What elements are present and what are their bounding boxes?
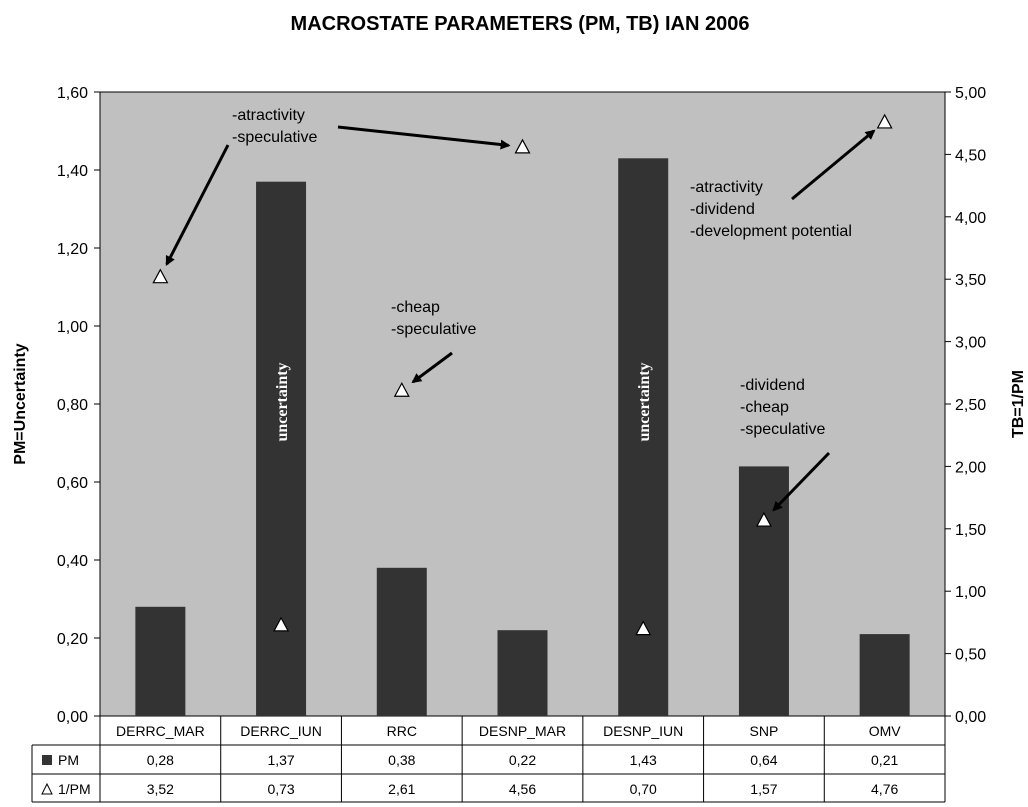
annotation-text: -cheap	[740, 399, 789, 416]
marker-omv	[876, 113, 893, 129]
marker-desnp_iun	[635, 620, 652, 636]
table-value-inverse-pm: 4,56	[509, 781, 536, 797]
marker-derrc_mar	[152, 268, 169, 284]
annotation-text: -speculative	[391, 321, 476, 338]
left-tick-label: 0,40	[57, 553, 88, 570]
right-tick-label: 2,50	[955, 397, 986, 414]
table-value-inverse-pm: 2,61	[388, 781, 415, 797]
table-value-inverse-pm: 4,76	[871, 781, 898, 797]
table-value-pm: 1,43	[630, 752, 657, 768]
left-tick-label: 0,80	[57, 397, 88, 414]
right-tick-label: 3,50	[955, 272, 986, 289]
right-tick-label: 0,50	[955, 647, 986, 664]
right-tick-label: 3,00	[955, 335, 986, 352]
annotation-text: -development potential	[690, 223, 852, 240]
left-tick-label: 0,00	[57, 709, 88, 726]
left-tick-label: 1,40	[57, 163, 88, 180]
left-tick-label: 0,60	[57, 475, 88, 492]
left-axis-title: PM=Uncertainty	[12, 343, 29, 464]
left-tick-label: 0,20	[57, 631, 88, 648]
table-value-inverse-pm: 3,52	[147, 781, 174, 797]
table-category: DESNP_MAR	[479, 723, 566, 739]
annotation-text: -cheap	[391, 299, 440, 316]
annotation-arrows	[165, 125, 876, 512]
table-value-pm: 0,64	[750, 752, 777, 768]
table-value-pm: 1,37	[267, 752, 294, 768]
table-category: SNP	[750, 723, 779, 739]
right-tick-label: 0,00	[955, 709, 986, 726]
table-value-pm: 0,38	[388, 752, 415, 768]
table-category: DERRC_MAR	[116, 723, 205, 739]
bar-annotation-label: uncertainty	[274, 362, 291, 441]
table-category: OMV	[869, 723, 902, 739]
right-axis-title: TB=1/PM	[1010, 370, 1027, 438]
table-value-pm: 0,21	[871, 752, 898, 768]
right-tick-label: 4,00	[955, 210, 986, 227]
marker-derrc_iun	[273, 616, 290, 632]
bar-derrc_mar	[135, 606, 186, 716]
table-value-pm: 0,22	[509, 752, 536, 768]
annotation-text: -atractivity	[232, 107, 305, 124]
right-tick-label: 2,00	[955, 459, 986, 476]
plot-area	[99, 91, 946, 717]
table-value-pm: 0,28	[147, 752, 174, 768]
right-axis-ticks: 0,00 0,50 1,00 1,50 2,00 2,50 3,00 3,50 4,00 4,50…	[945, 85, 986, 726]
legend-swatch-inverse-pm	[41, 782, 53, 795]
annotation-arrow	[791, 129, 876, 201]
bar-rrc	[376, 567, 427, 716]
annotation-text: -speculative	[232, 129, 317, 146]
table-value-inverse-pm: 0,70	[630, 781, 657, 797]
legend-label-inverse-pm: 1/PM	[58, 781, 91, 797]
table-category: DESNP_IUN	[603, 723, 683, 739]
right-tick-label: 4,50	[955, 147, 986, 164]
chart-title: MACROSTATE PARAMETERS (PM, TB) IAN 2006	[291, 13, 750, 35]
annotation-text: -atractivity	[690, 179, 763, 196]
table-category: RRC	[387, 723, 417, 739]
left-tick-label: 1,60	[57, 85, 88, 102]
table-category: DERRC_IUN	[240, 723, 322, 739]
bar-desnp_mar	[497, 630, 548, 716]
annotation-text: -dividend	[740, 377, 805, 394]
right-tick-label: 1,00	[955, 584, 986, 601]
bar-omv	[859, 634, 910, 716]
data-table: DERRC_MAR DERRC_IUN RRC DESNP_MAR DESNP_IUN S…	[31, 716, 946, 803]
bar-derrc_iun	[256, 181, 307, 716]
annotation-arrow	[165, 144, 230, 267]
annotation-arrow	[772, 451, 831, 512]
right-tick-label: 5,00	[955, 85, 986, 102]
right-tick-label: 1,50	[955, 522, 986, 539]
bar-annotation-label: uncertainty	[636, 362, 653, 441]
table-value-inverse-pm: 1,57	[750, 781, 777, 797]
left-tick-label: 1,20	[57, 241, 88, 258]
table-value-inverse-pm: 0,73	[267, 781, 294, 797]
marker-rrc	[393, 382, 410, 397]
bar-annotations: uncertainty uncertainty	[274, 362, 653, 441]
inverse-pm-markers	[152, 113, 893, 636]
text-annotations: -atractivity -speculative -cheap -speculati…	[232, 107, 852, 438]
legend-swatch-pm	[42, 755, 52, 765]
annotation-arrow	[411, 351, 453, 384]
marker-desnp_mar	[514, 138, 531, 154]
annotation-text: -dividend	[690, 201, 755, 218]
marker-snp	[755, 511, 772, 527]
annotation-text: -speculative	[740, 421, 825, 438]
annotation-arrow	[337, 125, 511, 150]
left-axis-ticks: 0,00 0,20 0,40 0,60 0,80 1,00 1,20 1,40 1,60	[57, 85, 100, 726]
left-tick-label: 1,00	[57, 319, 88, 336]
legend-label-pm: PM	[58, 752, 79, 768]
